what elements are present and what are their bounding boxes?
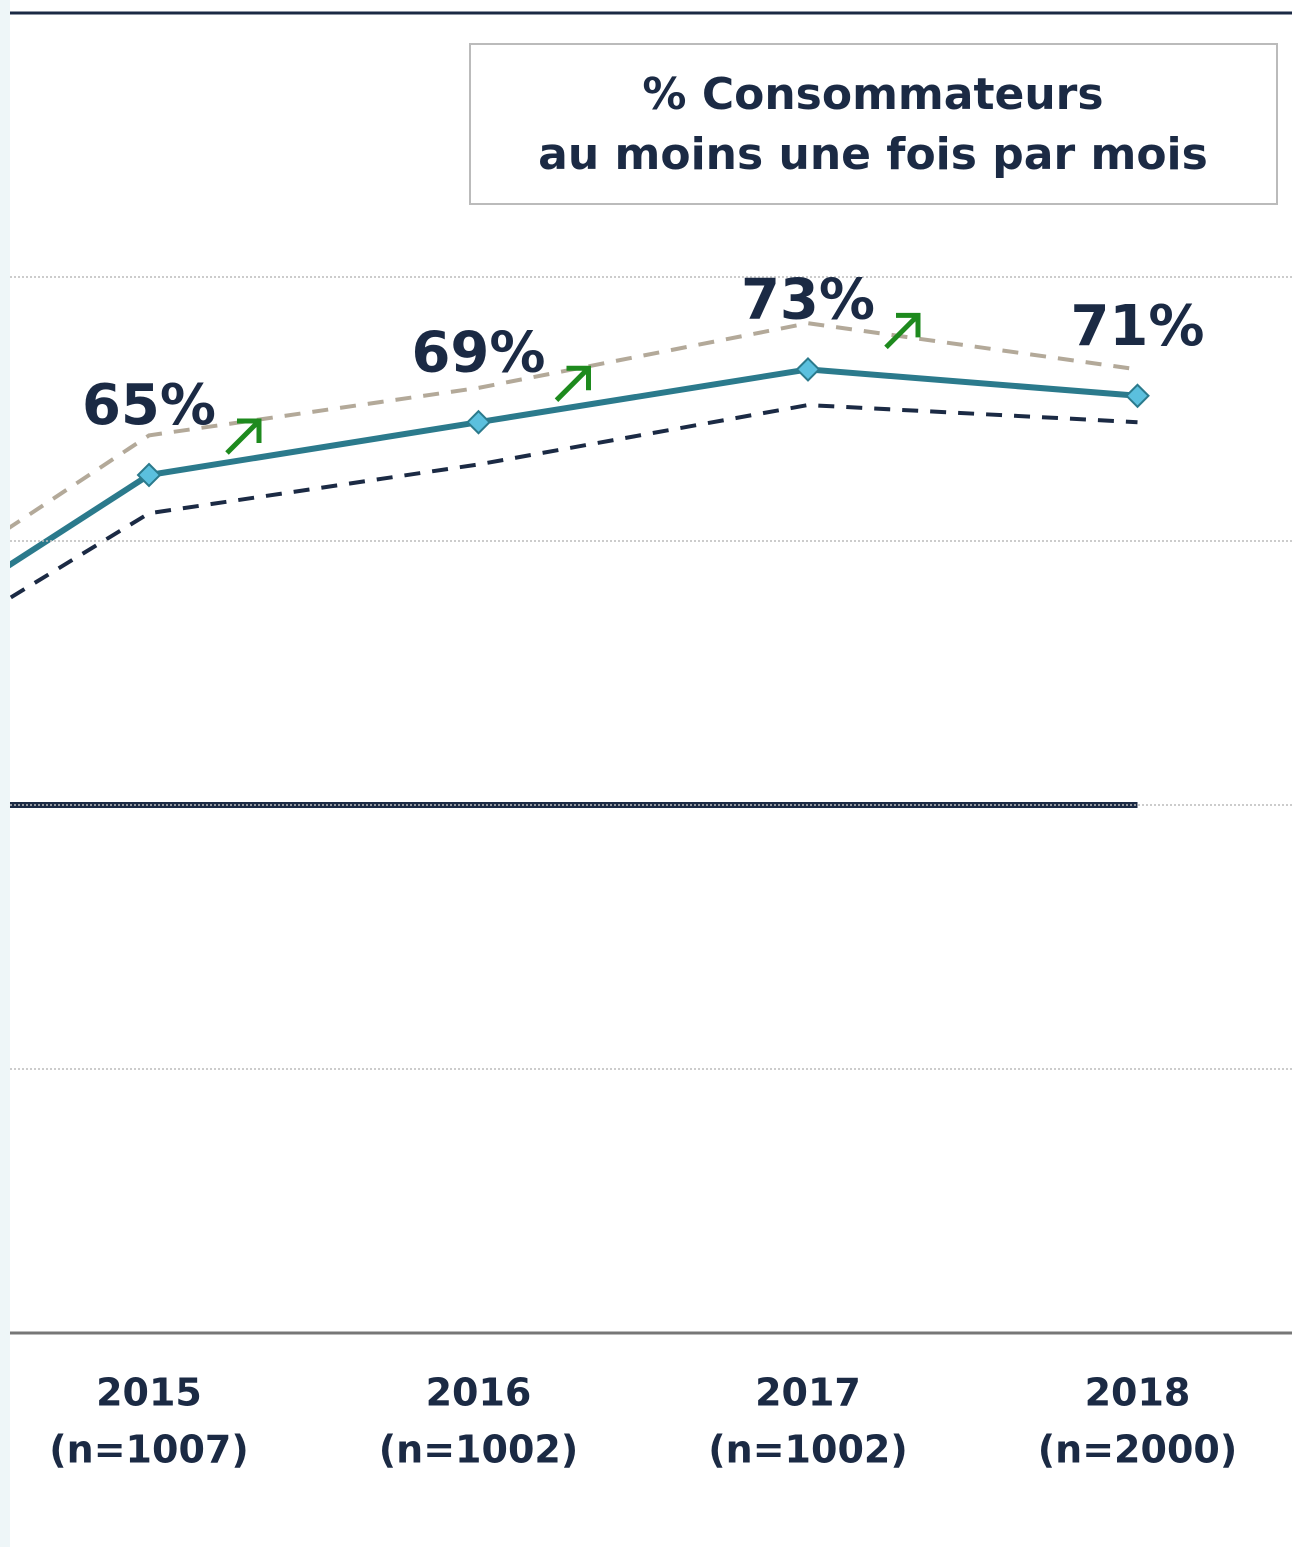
- dashed-line: [10, 403, 1138, 601]
- marker: [466, 409, 491, 435]
- left-edge: [0, 0, 10, 1547]
- x-tick-label: 2015: [96, 1371, 202, 1415]
- increase-arrow: [554, 365, 591, 402]
- chart-title: au moins une fois par mois: [538, 129, 1208, 180]
- value-label: 73%: [741, 268, 875, 333]
- title-box: [469, 43, 1278, 205]
- x-tick-sublabel: (n=1007): [49, 1428, 248, 1472]
- x-tick-sublabel: (n=1002): [708, 1428, 907, 1472]
- increase-arrow: [225, 418, 262, 455]
- dashed-line: [10, 321, 1138, 530]
- value-label: 65%: [82, 373, 216, 438]
- marker: [795, 356, 821, 382]
- x-tick-label: 2018: [1085, 1371, 1191, 1415]
- chart-title: % Consommateurs: [642, 69, 1103, 120]
- value-label: 69%: [411, 320, 545, 385]
- marker: [1125, 383, 1150, 409]
- x-tick-label: 2017: [755, 1371, 861, 1415]
- value-label: 71%: [1070, 294, 1204, 359]
- increase-arrow: [884, 312, 921, 350]
- x-tick-sublabel: (n=2000): [1038, 1428, 1237, 1472]
- x-tick-sublabel: (n=1002): [379, 1428, 578, 1472]
- marker: [136, 462, 162, 488]
- x-tick-label: 2016: [426, 1371, 532, 1415]
